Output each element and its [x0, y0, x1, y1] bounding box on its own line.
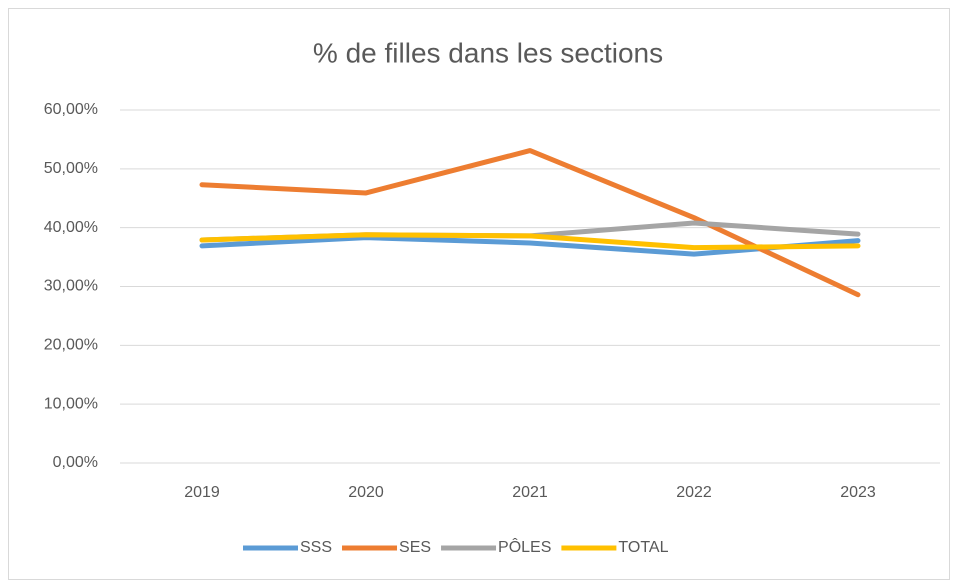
x-tick-label: 2021	[512, 484, 548, 501]
y-tick-label: 30,00%	[44, 278, 98, 295]
legend-label: SES	[399, 539, 431, 556]
legend-label: TOTAL	[618, 539, 668, 556]
y-tick-label: 60,00%	[44, 101, 98, 118]
series-line	[199, 232, 861, 251]
chart-border	[8, 8, 950, 580]
y-tick-label: 50,00%	[44, 160, 98, 177]
y-tick-label: 0,00%	[53, 454, 98, 471]
x-tick-label: 2019	[184, 484, 220, 501]
x-tick-label: 2022	[676, 484, 712, 501]
legend-label: PÔLES	[498, 537, 551, 556]
series-line	[199, 235, 861, 257]
y-tick-label: 10,00%	[44, 395, 98, 412]
series-line	[199, 148, 861, 298]
x-tick-label: 2023	[840, 484, 876, 501]
x-tick-label: 2020	[348, 484, 384, 501]
y-tick-label: 20,00%	[44, 337, 98, 354]
chart-title: % de filles dans les sections	[313, 37, 663, 68]
legend-label: SSS	[300, 539, 332, 556]
y-tick-label: 40,00%	[44, 219, 98, 236]
